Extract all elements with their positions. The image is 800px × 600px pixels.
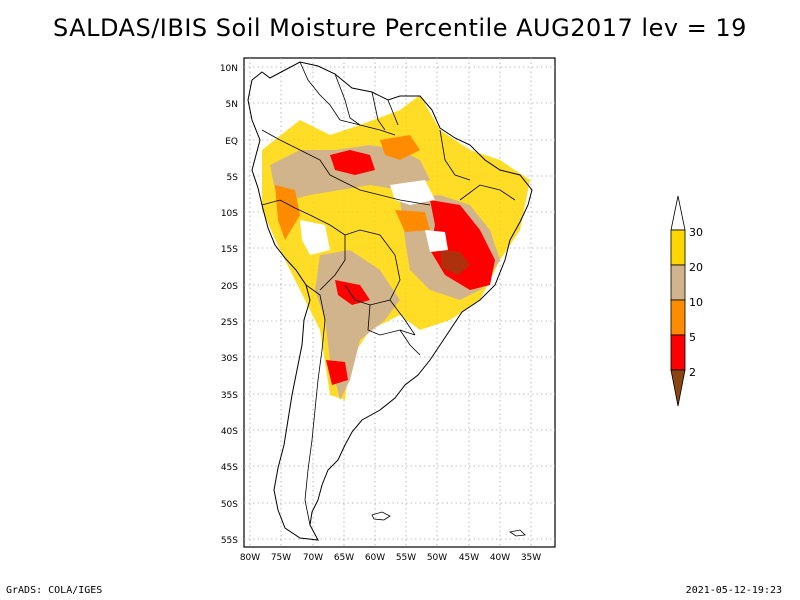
shade-area-amazon-red — [330, 150, 375, 175]
legend-label: 30 — [689, 226, 703, 239]
shade-area-cerrado-brown — [440, 250, 470, 275]
legend-label: 20 — [689, 261, 703, 274]
south-georgia — [508, 529, 526, 537]
lon-label: 80W — [240, 553, 260, 563]
lat-label: 5N — [226, 100, 238, 110]
lat-label: 40S — [221, 427, 238, 437]
lat-label: 20S — [221, 282, 238, 292]
lon-label: 60W — [365, 553, 385, 563]
footer-timestamp: 2021-05-12-19:23 — [685, 585, 782, 596]
coastline-south-america — [247, 61, 533, 541]
shade-area-argentina-red — [326, 360, 348, 385]
longitude-labels: 80W 75W 70W 65W 60W 55W 50W 45W 40W 35W — [240, 553, 541, 563]
lat-label: 15S — [221, 245, 238, 255]
lat-label: 5S — [227, 173, 239, 183]
lon-label: 65W — [334, 553, 354, 563]
lat-label: 50S — [221, 500, 238, 510]
legend-arrow-top — [670, 195, 686, 231]
latitude-labels: 10N 5N EQ 5S 10S 15S 20S 25S 30S 35S 40S… — [220, 64, 238, 546]
legend-label: 2 — [689, 366, 696, 379]
lon-label: 75W — [271, 553, 291, 563]
shade-area-bolivia-red — [335, 280, 370, 305]
shade-area-north-orange — [380, 135, 420, 160]
legend-label: 5 — [689, 331, 696, 344]
lat-label: EQ — [225, 137, 238, 147]
footer-credit: GrADS: COLA/IGES — [6, 585, 103, 596]
lat-label: 45S — [221, 463, 238, 473]
lon-label: 35W — [521, 553, 541, 563]
legend-swatch-10-20 — [670, 264, 686, 301]
shade-hole-central — [425, 230, 448, 252]
legend-swatch-2-5 — [670, 334, 686, 371]
lon-label: 70W — [303, 553, 323, 563]
country-borders — [261, 61, 516, 526]
lat-label: 35S — [221, 391, 238, 401]
map-title: SALDAS/IBIS Soil Moisture Percentile AUG… — [53, 14, 747, 42]
color-legend: 2 5 10 20 30 — [670, 195, 703, 407]
lat-label: 10S — [221, 209, 238, 219]
percentile-shading — [262, 95, 530, 400]
shade-area-west-orange — [275, 185, 300, 240]
falkland-islands — [371, 511, 391, 521]
lon-label: 40W — [490, 553, 510, 563]
lon-label: 45W — [459, 553, 479, 563]
legend-label: 10 — [689, 296, 703, 309]
legend-swatch-5-10 — [670, 299, 686, 336]
shade-hole-amazon — [390, 180, 435, 205]
lat-label: 30S — [221, 354, 238, 364]
legend-arrow-bottom — [670, 369, 686, 407]
shade-area-rondonia-orange — [395, 210, 430, 232]
lon-label: 55W — [396, 553, 416, 563]
lat-label: 25S — [221, 318, 238, 328]
legend-swatch-20-30 — [670, 229, 686, 266]
lat-label: 10N — [220, 64, 238, 74]
lat-label: 55S — [221, 536, 238, 546]
shade-hole-southwest — [300, 220, 330, 255]
lon-label: 50W — [427, 553, 447, 563]
